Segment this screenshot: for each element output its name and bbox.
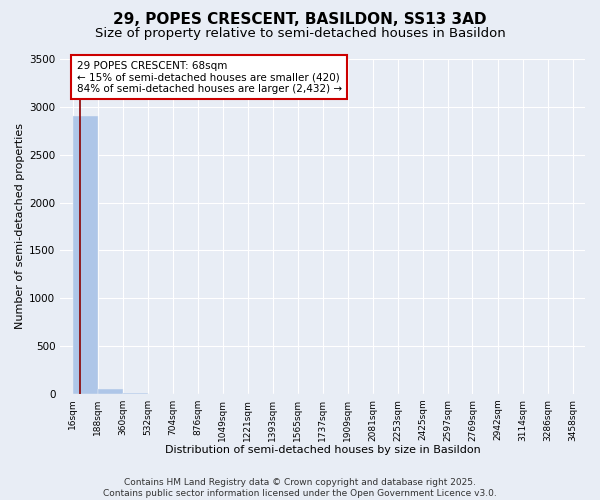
Bar — [98, 389, 122, 394]
Text: 29, POPES CRESCENT, BASILDON, SS13 3AD: 29, POPES CRESCENT, BASILDON, SS13 3AD — [113, 12, 487, 28]
Text: Size of property relative to semi-detached houses in Basildon: Size of property relative to semi-detach… — [95, 28, 505, 40]
Bar — [73, 116, 98, 394]
Text: 29 POPES CRESCENT: 68sqm
← 15% of semi-detached houses are smaller (420)
84% of : 29 POPES CRESCENT: 68sqm ← 15% of semi-d… — [77, 60, 341, 94]
Y-axis label: Number of semi-detached properties: Number of semi-detached properties — [15, 124, 25, 330]
X-axis label: Distribution of semi-detached houses by size in Basildon: Distribution of semi-detached houses by … — [165, 445, 481, 455]
Text: Contains HM Land Registry data © Crown copyright and database right 2025.
Contai: Contains HM Land Registry data © Crown c… — [103, 478, 497, 498]
